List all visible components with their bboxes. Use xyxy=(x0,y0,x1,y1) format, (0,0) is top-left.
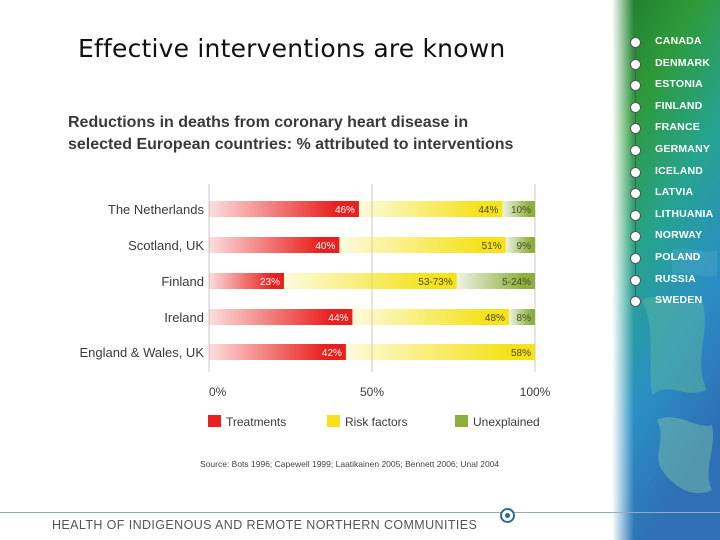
bar-segment-unexplained xyxy=(502,201,535,217)
country-label: GERMANY xyxy=(655,142,711,155)
bar-segment-risk-factors xyxy=(352,309,509,325)
legend-label: Treatments xyxy=(226,415,286,429)
bar-segment-treatments xyxy=(209,201,359,217)
bar-segment-unexplained xyxy=(508,309,535,325)
bullet-icon xyxy=(630,274,641,286)
legend-swatch xyxy=(455,415,468,427)
country-label: FINLAND xyxy=(655,99,703,112)
data-label: 5-24% xyxy=(502,277,531,288)
category-label: Finland xyxy=(161,274,204,289)
bar-segment-risk-factors xyxy=(345,344,535,360)
bar-segment-risk-factors xyxy=(339,237,506,253)
bar-segment-treatments xyxy=(209,273,284,289)
country-label: NORWAY xyxy=(655,229,703,242)
country-label: DENMARK xyxy=(655,56,711,69)
bullet-icon xyxy=(630,80,641,92)
footer-text: HEALTH OF INDIGENOUS AND REMOTE NORTHERN… xyxy=(52,518,478,532)
data-label: 48% xyxy=(485,313,505,324)
map-background-panel xyxy=(612,0,720,540)
category-label: The Netherlands xyxy=(108,202,205,217)
bullet-icon xyxy=(630,252,641,264)
legend-swatch xyxy=(208,415,221,427)
chart-title: Reductions in deaths from coronary heart… xyxy=(68,112,588,156)
x-tick-label: 100% xyxy=(520,385,551,399)
bar-segment-treatments xyxy=(209,237,340,253)
data-label: 23% xyxy=(260,277,280,288)
bullet-icon xyxy=(630,58,641,70)
data-label: 44% xyxy=(328,313,348,324)
data-label: 40% xyxy=(315,241,335,252)
bar-segment-unexplained xyxy=(456,273,535,289)
chart-title-line-1: Reductions in deaths from coronary heart… xyxy=(68,114,469,131)
bar-segment-treatments xyxy=(209,344,346,360)
data-label: 9% xyxy=(517,241,532,252)
bullet-icon xyxy=(630,37,641,48)
category-label: Scotland, UK xyxy=(128,238,204,253)
data-label: 53-73% xyxy=(418,277,453,288)
country-label: CANADA xyxy=(655,35,702,47)
country-label: RUSSIA xyxy=(655,272,696,285)
country-label: ESTONIA xyxy=(655,78,703,91)
bullet-icon xyxy=(630,296,641,308)
category-label: Ireland xyxy=(164,310,204,325)
bar-segment-risk-factors xyxy=(358,201,503,217)
x-tick-label: 50% xyxy=(360,385,384,399)
bullet-icon xyxy=(630,188,641,200)
data-label: 10% xyxy=(511,205,531,216)
category-label: England & Wales, UK xyxy=(79,345,204,360)
chart-source: Source: Bots 1996; Capewell 1999; Laatik… xyxy=(200,459,500,469)
data-label: 58% xyxy=(511,348,531,359)
logo-icon xyxy=(500,508,515,523)
bullet-icon xyxy=(630,144,641,156)
legend-swatch xyxy=(327,415,340,427)
country-label: LATVIA xyxy=(655,186,694,199)
bar-segment-risk-factors xyxy=(283,273,457,289)
bullet-icon xyxy=(630,123,641,135)
bar-segment-treatments xyxy=(209,309,353,325)
bar-segment-unexplained xyxy=(505,237,535,253)
legend-label: Risk factors xyxy=(345,415,408,429)
bullet-icon xyxy=(630,166,641,178)
data-label: 8% xyxy=(517,313,532,324)
x-tick-label: 0% xyxy=(209,385,227,399)
bullet-icon xyxy=(630,231,641,243)
legend-label: Unexplained xyxy=(473,415,540,429)
data-label: 51% xyxy=(482,241,502,252)
data-label: 46% xyxy=(335,205,355,216)
country-label: SWEDEN xyxy=(655,294,703,307)
data-label: 42% xyxy=(322,348,342,359)
chart-title-line-2: selected European countries: % attribute… xyxy=(68,136,514,153)
slide-title: Effective interventions are known xyxy=(78,34,506,63)
country-label: FRANCE xyxy=(655,121,700,134)
country-label: LITHUANIA xyxy=(655,207,714,220)
country-label: ICELAND xyxy=(655,164,704,177)
data-label: 44% xyxy=(478,205,498,216)
footer-divider xyxy=(0,512,720,513)
world-map-graphic xyxy=(612,0,720,540)
bullet-icon xyxy=(630,101,641,113)
country-label: POLAND xyxy=(655,250,701,263)
bullet-icon xyxy=(630,209,641,221)
